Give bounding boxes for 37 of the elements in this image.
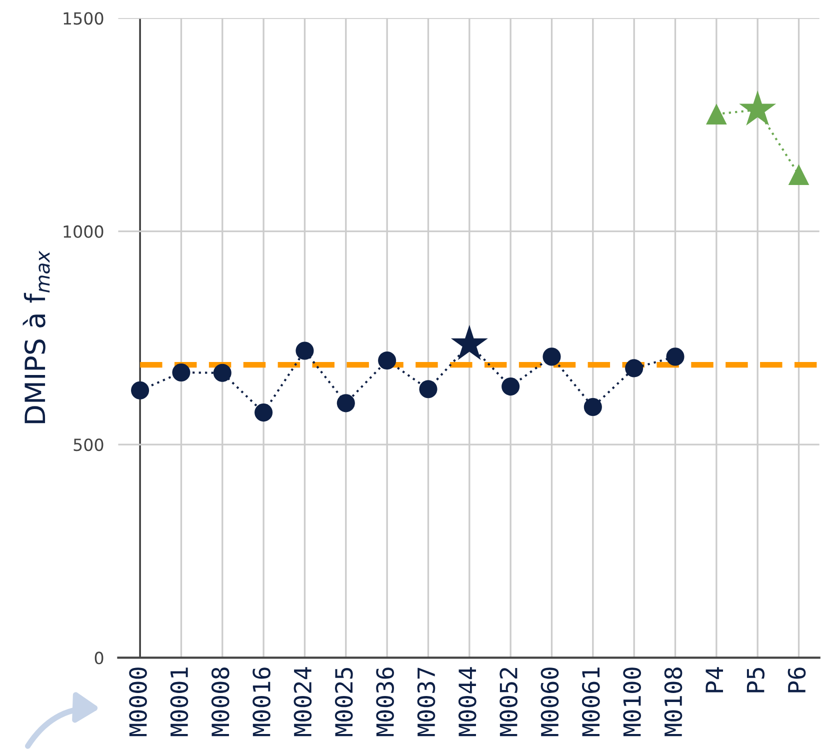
x-tick-label: M0108 [664, 668, 682, 736]
point [213, 364, 232, 382]
x-tick-label: M0052 [500, 668, 518, 736]
point [378, 352, 396, 370]
point [254, 404, 273, 422]
y-tick-label: 0 [94, 652, 104, 664]
x-tick-label: M0008 [211, 668, 230, 736]
y-axis-title: DMIPS à f$_{max}$ [22, 250, 50, 424]
point [666, 348, 684, 366]
x-tick-label: M0001 [170, 668, 188, 736]
point [542, 348, 561, 366]
point [336, 394, 355, 412]
x-tick-label: M0044 [458, 667, 476, 736]
x-tick-label: P6 [788, 668, 806, 692]
x-tick-label: M0024 [294, 667, 312, 736]
x-tick-label: M0060 [540, 668, 559, 736]
x-tick-label: M0000 [129, 668, 147, 736]
point [172, 363, 190, 382]
x-tick-label: M0025 [334, 668, 353, 736]
x-tick-label: M0061 [582, 668, 600, 736]
x-tick-label: M0037 [417, 668, 436, 736]
point [131, 381, 150, 400]
point [788, 164, 810, 186]
x-tick-label: M0100 [623, 668, 642, 736]
point [706, 104, 727, 124]
y-tick-label: 1500 [64, 12, 104, 25]
point [584, 398, 602, 416]
y-tick-label: 1000 [64, 225, 104, 238]
x-tick-label: M0036 [376, 668, 394, 736]
x-tick-label: P5 [746, 668, 765, 692]
y-tick-label: 500 [74, 438, 104, 452]
x-tick-label: P4 [706, 667, 724, 692]
x-tick-label: M0016 [252, 668, 270, 736]
point [419, 380, 438, 398]
point [502, 378, 520, 396]
point [296, 342, 314, 360]
point [625, 359, 644, 378]
